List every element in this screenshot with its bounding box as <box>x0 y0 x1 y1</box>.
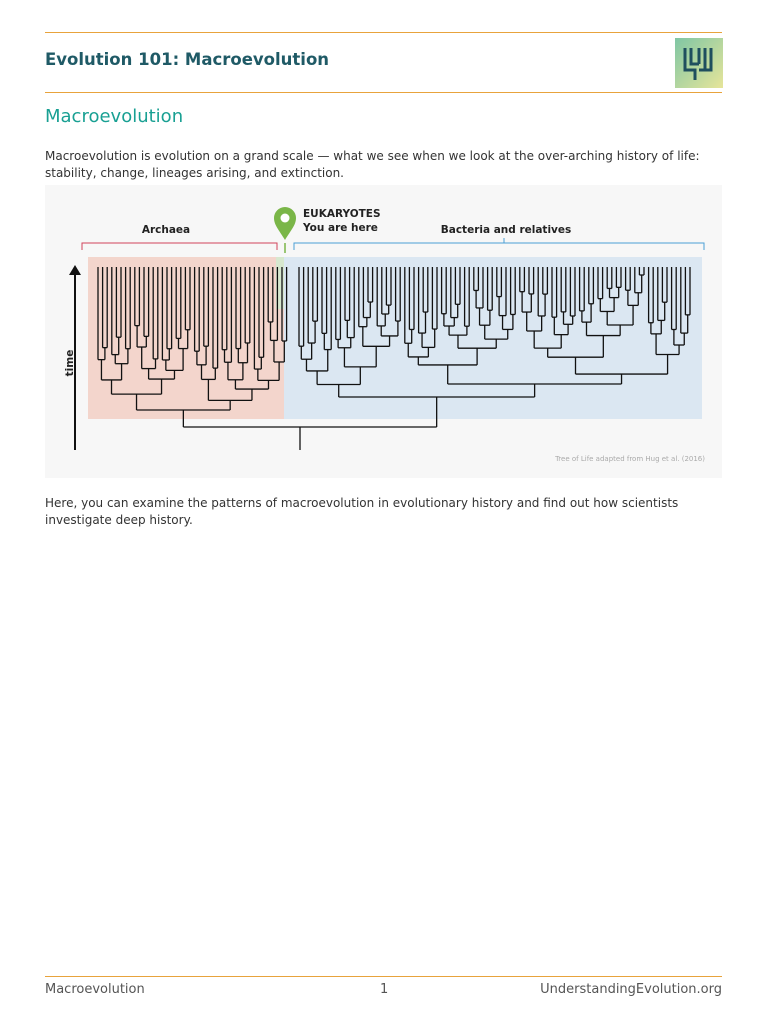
top-rule <box>45 32 722 33</box>
tree <box>97 267 691 450</box>
archaea-label: Archaea <box>142 224 190 236</box>
header-rule <box>45 92 722 93</box>
figure-credit: Tree of Life adapted from Hug et al. (20… <box>554 455 705 463</box>
tree-figure: Archaea EUKARYOTES You are here Bacteria… <box>45 185 722 478</box>
logo <box>675 38 723 88</box>
bacteria-label: Bacteria and relatives <box>441 224 572 236</box>
eukaryotes-label: EUKARYOTES <box>303 208 381 220</box>
header-title: Evolution 101: Macroevolution <box>45 50 330 69</box>
you-are-here-label: You are here <box>302 222 378 234</box>
intro-paragraph: Macroevolution is evolution on a grand s… <box>45 149 700 180</box>
time-label: time <box>64 350 76 377</box>
footer-right: UnderstandingEvolution.org <box>540 982 722 997</box>
outro-paragraph: Here, you can examine the patterns of ma… <box>45 496 679 527</box>
footer-left: Macroevolution <box>45 982 145 997</box>
footer-rule <box>45 976 722 977</box>
page-number: 1 <box>380 982 389 997</box>
section-heading: Macroevolution <box>45 106 184 127</box>
